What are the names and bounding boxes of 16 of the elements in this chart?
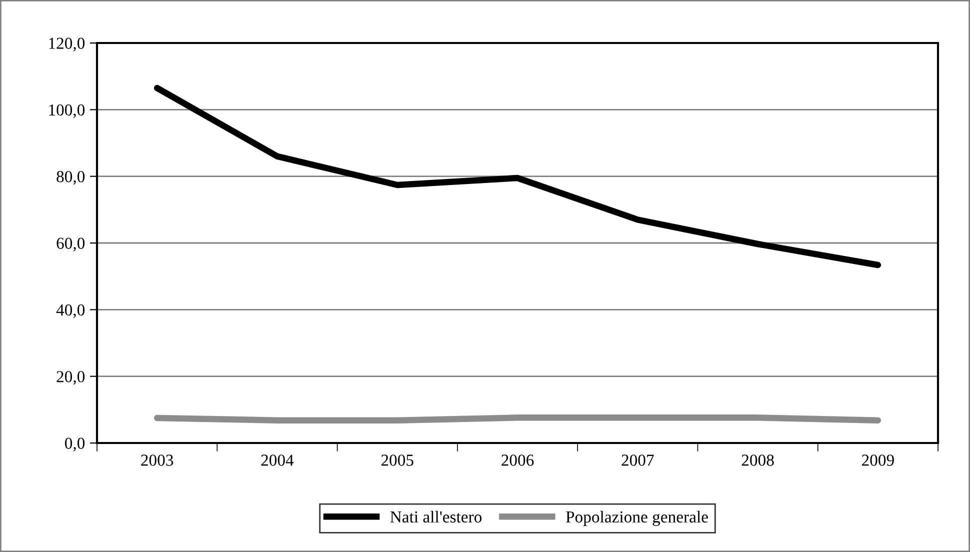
x-tick-label: 2005 [381, 454, 414, 466]
y-tick-label: 60,0 [56, 238, 85, 252]
x-tick-label: 2003 [141, 454, 174, 466]
x-tick-label: 2007 [622, 454, 654, 466]
legend-label: Nati all'estero [390, 510, 482, 523]
y-tick-label: 40,0 [56, 304, 85, 318]
x-tick-label: 2009 [862, 454, 894, 466]
y-tick-label: 20,0 [56, 371, 85, 385]
x-tick-label: 2008 [742, 454, 774, 466]
y-tick-label: 80,0 [56, 171, 85, 185]
y-tick-label: 120,0 [49, 38, 85, 52]
legend-label: Popolazione generale [566, 510, 708, 526]
y-tick-label: 100,0 [49, 104, 85, 118]
x-tick-label: 2006 [502, 454, 534, 466]
x-tick-label: 2004 [261, 454, 294, 466]
y-tick-label: 0,0 [64, 438, 85, 452]
